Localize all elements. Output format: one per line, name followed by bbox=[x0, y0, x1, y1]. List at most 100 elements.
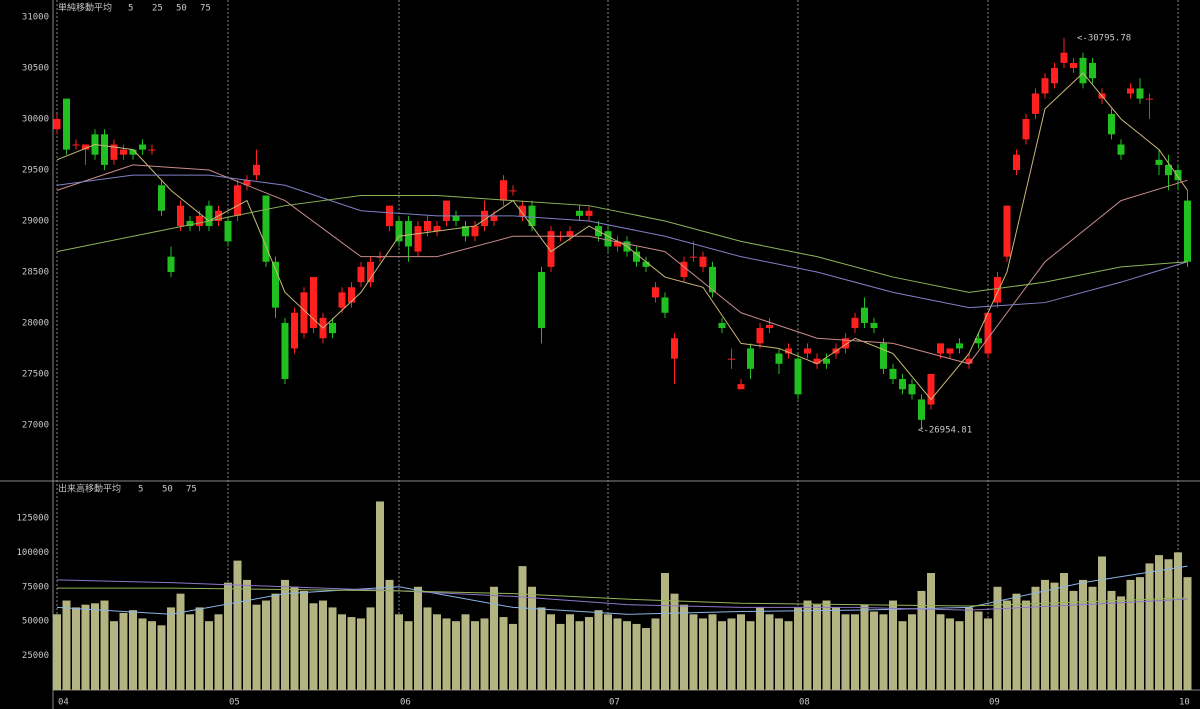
volume-bar bbox=[395, 614, 403, 690]
price-legend-title: 単純移動平均 bbox=[58, 2, 112, 14]
volume-bar bbox=[376, 501, 384, 690]
volume-bar bbox=[784, 621, 793, 690]
candle-body bbox=[291, 312, 298, 349]
legend-entry: 75 bbox=[186, 485, 197, 495]
candle-body bbox=[880, 343, 887, 369]
legend-entry: 50 bbox=[176, 4, 187, 14]
candle-body bbox=[63, 98, 70, 150]
candle-body bbox=[538, 271, 545, 329]
legend-entry: 50 bbox=[162, 485, 173, 495]
candle-body bbox=[1070, 62, 1077, 69]
volume-bar bbox=[404, 621, 413, 690]
volume-bar bbox=[423, 607, 432, 690]
volume-bar bbox=[946, 618, 954, 690]
volume-bar bbox=[100, 600, 109, 690]
volume-bar bbox=[1155, 555, 1163, 690]
candle-body bbox=[186, 220, 194, 227]
candle-body bbox=[899, 379, 906, 390]
candle-body bbox=[718, 322, 726, 329]
candle-body bbox=[652, 287, 659, 298]
candle-body bbox=[1165, 164, 1172, 176]
candle-body bbox=[547, 231, 555, 267]
candle-body bbox=[775, 353, 783, 364]
candle-body bbox=[690, 256, 697, 258]
volume-bar bbox=[879, 614, 888, 690]
volume-bar bbox=[1031, 586, 1040, 690]
volume-average bbox=[56, 565, 1188, 615]
candle-body bbox=[357, 266, 365, 283]
candle-body bbox=[424, 220, 431, 232]
moving-average bbox=[56, 194, 1188, 293]
y-tick-label: 28500 bbox=[22, 267, 49, 277]
candle-body bbox=[395, 220, 403, 242]
volume-bar bbox=[319, 600, 327, 690]
candle-body bbox=[1127, 88, 1134, 94]
volume-bar bbox=[471, 621, 479, 690]
candle-body bbox=[851, 317, 859, 329]
volume-bar bbox=[689, 614, 698, 690]
volume-bar bbox=[708, 614, 717, 690]
volume-bar bbox=[328, 607, 337, 690]
candle-body bbox=[709, 266, 716, 293]
volume-bar bbox=[1069, 590, 1078, 690]
candle-body bbox=[348, 287, 355, 303]
candle-body bbox=[329, 322, 336, 334]
candle-body bbox=[462, 226, 469, 237]
x-tick-label: 06 bbox=[400, 698, 411, 708]
volume-bar bbox=[186, 614, 194, 690]
x-tick-label: 05 bbox=[229, 698, 240, 708]
candle-body bbox=[585, 210, 593, 216]
volume-bar bbox=[1079, 579, 1087, 690]
y-tick-label: 29000 bbox=[22, 216, 49, 226]
volume-bar bbox=[72, 607, 80, 690]
volume-bar bbox=[917, 590, 926, 690]
volume-bar bbox=[594, 610, 603, 690]
volume-bar bbox=[737, 614, 745, 690]
legend-entry: 25 bbox=[152, 4, 163, 14]
candle-body bbox=[1117, 144, 1125, 155]
candle-body bbox=[633, 251, 640, 262]
volume-bar bbox=[357, 618, 365, 690]
moving-average bbox=[56, 164, 1188, 365]
volume-bar bbox=[642, 628, 650, 690]
candle-body bbox=[823, 358, 830, 364]
candle-body bbox=[661, 297, 669, 313]
volume-bar bbox=[528, 586, 536, 690]
volume-bar bbox=[347, 617, 356, 690]
volume-average bbox=[57, 587, 1188, 607]
candle-body bbox=[120, 149, 127, 155]
candle-body bbox=[604, 231, 612, 247]
volume-bar bbox=[775, 618, 783, 690]
volume-bar bbox=[965, 607, 973, 690]
volume-bar bbox=[699, 618, 707, 690]
volume-bar bbox=[1003, 600, 1011, 690]
volume-bar bbox=[461, 614, 470, 690]
candle-body bbox=[918, 399, 925, 420]
volume-bar bbox=[81, 604, 90, 690]
candle-body bbox=[386, 205, 393, 227]
candle-body bbox=[908, 384, 916, 395]
y-tick-label: 30500 bbox=[22, 64, 49, 74]
candle-body bbox=[281, 322, 289, 380]
candle-body bbox=[889, 368, 897, 380]
volume-bar bbox=[680, 604, 688, 690]
legend-entry: 75 bbox=[200, 4, 211, 14]
volume-bar bbox=[547, 614, 555, 690]
candle-body bbox=[1108, 113, 1115, 135]
candle-body bbox=[433, 226, 441, 232]
candle-body bbox=[471, 226, 479, 237]
y-tick-label: 75000 bbox=[22, 582, 49, 592]
candle-body bbox=[1022, 119, 1030, 140]
candle-body bbox=[576, 210, 583, 216]
volume-bar bbox=[746, 621, 755, 690]
candle-body bbox=[927, 373, 935, 405]
candle-body bbox=[167, 256, 175, 272]
candle-body bbox=[1032, 93, 1039, 114]
volume-bar bbox=[718, 621, 726, 690]
candle-body bbox=[262, 195, 270, 262]
candle-body bbox=[813, 358, 821, 364]
y-tick-label: 27500 bbox=[22, 369, 49, 379]
volume-bar bbox=[205, 621, 213, 690]
